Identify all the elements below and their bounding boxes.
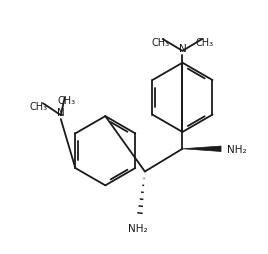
Text: CH₃: CH₃ [152, 38, 170, 48]
Text: NH₂: NH₂ [227, 144, 247, 154]
Polygon shape [183, 147, 221, 152]
Text: N: N [178, 44, 186, 54]
Text: NH₂: NH₂ [128, 223, 148, 233]
Text: CH₃: CH₃ [58, 96, 76, 106]
Text: CH₃: CH₃ [30, 102, 48, 112]
Text: CH₃: CH₃ [195, 38, 213, 48]
Text: N: N [57, 108, 65, 118]
